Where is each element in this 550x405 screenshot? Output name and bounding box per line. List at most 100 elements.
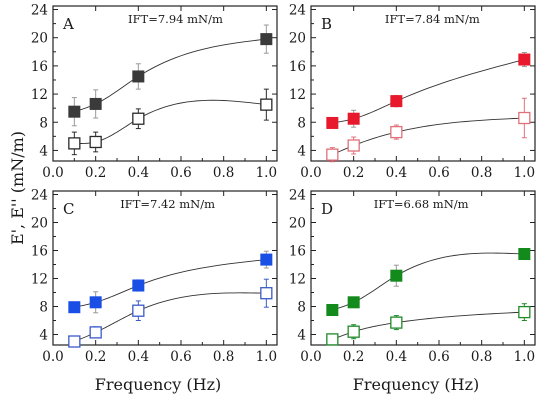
data-point (347, 325, 360, 338)
panel-b-series-loss-modulus (326, 97, 531, 163)
panel-c-series-loss-modulus (68, 278, 273, 348)
x-tick-label: 0.8 (213, 165, 234, 181)
data-point (68, 105, 81, 118)
data-point (89, 326, 102, 339)
fit-curve (74, 292, 267, 342)
fit-curve (74, 99, 267, 144)
y-tick-label: 16 (289, 59, 306, 75)
data-point (518, 305, 531, 319)
panel-b: 0.0 0.2 0.4 0.6 0.8 1.0 4 8 12 16 20 24 B IFT=7.84 mN… (289, 3, 536, 181)
panel-d-series-storage-modulus (326, 248, 531, 316)
data-point (347, 112, 360, 125)
data-point (390, 95, 403, 108)
panel-c-frame (52, 190, 278, 346)
x-tick-label: 1.0 (256, 165, 277, 181)
panel-b-frame (310, 5, 536, 162)
y-tick-label: 4 (39, 328, 48, 344)
data-point (518, 248, 531, 260)
x-tick-label: 0.8 (471, 165, 492, 181)
data-point (518, 111, 531, 125)
y-tick-label: 20 (31, 216, 48, 232)
y-tick-label: 8 (297, 300, 306, 316)
y-tick-label: 8 (297, 115, 306, 131)
fit-curve (74, 259, 267, 308)
panel-d-ift: IFT=6.68 mN/m (374, 197, 469, 211)
y-tick-label: 8 (39, 115, 48, 131)
data-point (390, 125, 403, 139)
data-point (260, 33, 273, 46)
data-point (518, 53, 531, 66)
panel-c: 0.0 0.2 0.4 0.6 0.8 1.0 4 8 12 16 20 24 C IFT=7.42 mN… (31, 188, 278, 365)
data-point (132, 279, 145, 292)
x-tick-label: 0.6 (428, 165, 449, 181)
fit-curve (332, 311, 525, 340)
x-axis-title-left: Frequency (Hz) (95, 375, 222, 394)
data-point (347, 139, 360, 152)
panel-c-series-storage-modulus (68, 250, 273, 314)
panel-a-series-loss-modulus (68, 88, 273, 156)
x-tick-label: 0.8 (213, 349, 234, 365)
panel-a-letter: A (62, 15, 74, 33)
data-point (260, 253, 273, 266)
panel-b-series-storage-modulus (326, 52, 531, 129)
fit-curve (74, 38, 267, 113)
panel-a: 0.0 0.2 0.4 0.6 0.8 1.0 4 8 12 16 20 24 A IFT=7.94 mN… (31, 3, 278, 181)
data-point (68, 335, 81, 348)
y-tick-label: 16 (31, 244, 48, 260)
data-point (132, 112, 145, 125)
x-tick-label: 1.0 (514, 165, 535, 181)
data-point (326, 333, 339, 346)
data-point (326, 116, 339, 129)
fit-curve (332, 117, 525, 156)
x-tick-label: 0.0 (42, 349, 63, 365)
panel-d-frame (310, 190, 536, 346)
x-tick-label: 1.0 (514, 349, 535, 365)
fit-curve (332, 252, 525, 311)
y-tick-label: 20 (31, 31, 48, 47)
x-tick-label: 0.6 (170, 165, 191, 181)
y-tick-label: 16 (31, 59, 48, 75)
data-point (390, 316, 403, 329)
x-tick-label: 0.2 (85, 165, 106, 181)
x-tick-label: 0.6 (428, 349, 449, 365)
x-tick-label: 0.0 (300, 349, 321, 365)
x-tick-label: 0.4 (128, 349, 149, 365)
x-axis-title-right: Frequency (Hz) (353, 375, 480, 394)
data-point (89, 296, 102, 309)
y-tick-label: 12 (289, 272, 306, 288)
x-tick-label: 0.4 (386, 165, 407, 181)
y-tick-label: 24 (31, 188, 48, 204)
data-point (132, 304, 145, 317)
panel-b-ift: IFT=7.84 mN/m (385, 12, 480, 26)
x-tick-label: 0.8 (471, 349, 492, 365)
y-tick-label: 20 (289, 31, 306, 47)
x-tick-label: 1.0 (256, 349, 277, 365)
y-tick-label: 4 (297, 143, 306, 159)
y-tick-label: 24 (289, 188, 306, 204)
data-point (326, 148, 339, 161)
panel-a-ift: IFT=7.94 mN/m (128, 12, 223, 26)
y-tick-label: 24 (289, 3, 306, 19)
y-tick-label: 12 (289, 87, 306, 103)
panel-d: 0.0 0.2 0.4 0.6 0.8 1.0 4 8 12 16 20 24 D IFT=6.68 mN… (289, 188, 536, 365)
y-tick-label: 4 (39, 143, 48, 159)
y-tick-label: 20 (289, 216, 306, 232)
data-point (260, 287, 273, 300)
x-tick-label: 0.4 (128, 165, 149, 181)
panel-b-letter: B (321, 15, 332, 33)
y-axis-title: E', E'' (mN/m) (8, 131, 27, 245)
data-point (68, 301, 81, 314)
y-tick-label: 12 (31, 87, 48, 103)
fit-curve (332, 59, 525, 124)
panel-c-ift: IFT=7.42 mN/m (120, 197, 215, 211)
panel-d-letter: D (321, 200, 333, 218)
panel-d-series-loss-modulus (326, 303, 531, 346)
y-tick-label: 4 (297, 328, 306, 344)
x-tick-label: 0.6 (170, 349, 191, 365)
x-tick-label: 0.2 (343, 165, 364, 181)
data-point (89, 135, 102, 149)
x-tick-label: 0.4 (386, 349, 407, 365)
y-tick-label: 24 (31, 3, 48, 19)
panels-layer: 0.0 0.2 0.4 0.6 0.8 1.0 4 8 12 16 20 24 A IFT=7.94 mN… (31, 3, 536, 365)
